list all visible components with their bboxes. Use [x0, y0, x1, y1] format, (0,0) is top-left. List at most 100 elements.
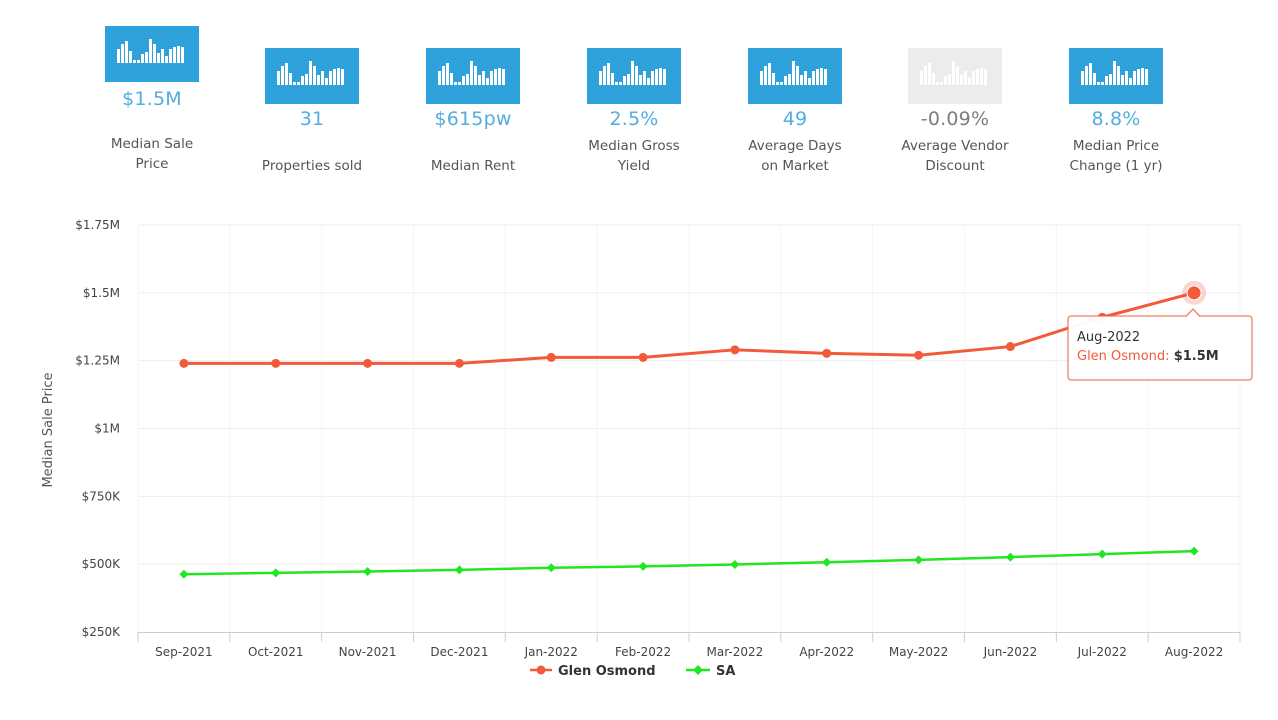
data-point[interactable] — [179, 358, 189, 368]
bar-chart-glyph-bar — [486, 78, 489, 85]
bar-chart-glyph-bar — [764, 66, 767, 85]
bar-chart-glyph-bar — [313, 66, 316, 85]
bar-chart-glyph-bar — [502, 69, 505, 85]
legend-item-glen-osmond[interactable]: Glen Osmond — [530, 664, 656, 679]
data-point[interactable] — [730, 345, 740, 355]
data-point[interactable] — [271, 358, 281, 368]
x-tick-label: Jun-2022 — [983, 645, 1038, 659]
data-point[interactable] — [730, 559, 740, 569]
legend-label: SA — [716, 664, 735, 679]
bar-chart-glyph-bar — [442, 66, 445, 85]
bar-chart-glyph-bar — [165, 56, 168, 63]
bar-chart-glyph-bar — [137, 60, 140, 63]
bar-chart-glyph-bar — [1137, 69, 1140, 85]
bar-chart-glyph-bar — [293, 82, 296, 85]
tile-label-line1: Median Price — [1072, 138, 1160, 154]
data-point[interactable] — [914, 350, 924, 360]
bar-chart-glyph — [277, 61, 344, 85]
bar-chart-glyph-bar — [936, 82, 939, 85]
series-line[interactable] — [183, 291, 1195, 365]
x-tick-label: Apr-2022 — [799, 645, 854, 659]
series-layer[interactable] — [179, 280, 1207, 579]
bar-chart-icon[interactable] — [587, 48, 681, 104]
bar-chart-glyph-bar — [808, 78, 811, 85]
bar-chart-glyph — [1081, 61, 1148, 85]
bar-chart-glyph-bar — [121, 44, 124, 63]
bar-chart-glyph-bar — [157, 53, 160, 63]
tile-label-line1: Average Days — [748, 138, 842, 154]
tooltip-series-name: Glen Osmond — [1077, 349, 1165, 364]
bar-chart-glyph-bar — [173, 47, 176, 63]
bar-chart-glyph-bar — [494, 69, 497, 85]
tile-value: 49 — [782, 108, 808, 130]
bar-chart-glyph-bar — [1145, 69, 1148, 85]
tile-value: -0.09% — [920, 108, 990, 130]
bar-chart-glyph — [760, 61, 827, 85]
data-point[interactable] — [271, 568, 281, 578]
data-point[interactable] — [546, 352, 556, 362]
bar-chart-glyph-bar — [281, 66, 284, 85]
data-point[interactable] — [1005, 342, 1015, 352]
x-tick-label: Aug-2022 — [1165, 645, 1223, 659]
bar-chart-icon[interactable] — [908, 48, 1002, 104]
bar-chart-glyph-bar — [824, 69, 827, 85]
data-point[interactable] — [363, 566, 373, 576]
bar-chart-icon[interactable] — [105, 26, 199, 82]
bar-chart-glyph-bar — [309, 61, 312, 85]
tile-label-line1: Median Gross — [588, 138, 680, 154]
bar-chart-glyph-bar — [153, 44, 156, 63]
data-point[interactable] — [179, 569, 189, 579]
bar-chart-glyph-bar — [948, 74, 951, 85]
bar-chart-glyph-bar — [149, 39, 152, 63]
data-point[interactable] — [1189, 546, 1199, 556]
tile-label-line2: Price — [135, 156, 169, 172]
bar-chart-glyph-bar — [956, 66, 959, 85]
data-point[interactable] — [1186, 285, 1202, 301]
data-point[interactable] — [822, 348, 832, 358]
bar-chart-glyph-bar — [1105, 76, 1108, 85]
bar-chart-glyph-bar — [458, 82, 461, 85]
bar-chart-icon[interactable] — [748, 48, 842, 104]
bar-chart-glyph-bar — [639, 75, 642, 85]
tile-label: Average Days on Market — [725, 136, 865, 176]
bar-chart-glyph-bar — [964, 71, 967, 85]
bar-chart-icon[interactable] — [265, 48, 359, 104]
bar-chart-glyph-bar — [924, 66, 927, 85]
data-point[interactable] — [822, 557, 832, 567]
bar-chart-glyph-bar — [1133, 71, 1136, 85]
data-point[interactable] — [914, 555, 924, 565]
tooltip-line: Glen Osmond: $1.5M — [1077, 349, 1219, 364]
legend-item-sa[interactable]: SA — [686, 664, 735, 679]
bar-chart-icon[interactable] — [426, 48, 520, 104]
bar-chart-glyph-bar — [932, 73, 935, 85]
data-point[interactable] — [454, 565, 464, 575]
series-sa[interactable] — [179, 546, 1199, 579]
series-glen-osmond[interactable] — [179, 280, 1207, 368]
bar-chart-icon[interactable] — [1069, 48, 1163, 104]
data-point[interactable] — [1097, 549, 1107, 559]
tooltip-colon: : — [1165, 349, 1174, 364]
bar-chart-glyph-bar — [478, 75, 481, 85]
data-point[interactable] — [638, 352, 648, 362]
bar-chart-glyph-bar — [1109, 74, 1112, 85]
tile-label-line1: Average Vendor — [901, 138, 1009, 154]
tile-label-line1: Properties sold — [261, 158, 363, 174]
bar-chart-glyph-bar — [1141, 68, 1144, 85]
bar-chart-glyph-bar — [470, 61, 473, 85]
data-point[interactable] — [1005, 552, 1015, 562]
bar-chart-glyph-bar — [635, 66, 638, 85]
legend-label: Glen Osmond — [558, 664, 656, 679]
y-tick-label: $1.75M — [75, 218, 120, 232]
tile-label: Median Gross Yield — [564, 136, 704, 176]
data-point[interactable] — [454, 358, 464, 368]
series-line[interactable] — [183, 549, 1195, 576]
data-point[interactable] — [363, 358, 373, 368]
bar-chart-glyph-bar — [474, 66, 477, 85]
bar-chart-glyph-bar — [627, 74, 630, 85]
bar-chart-glyph-bar — [177, 46, 180, 63]
data-point[interactable] — [546, 563, 556, 573]
tile-value: 31 — [299, 108, 325, 130]
bar-chart-glyph-bar — [1117, 66, 1120, 85]
data-point[interactable] — [638, 561, 648, 571]
bar-chart-glyph-bar — [928, 63, 931, 85]
